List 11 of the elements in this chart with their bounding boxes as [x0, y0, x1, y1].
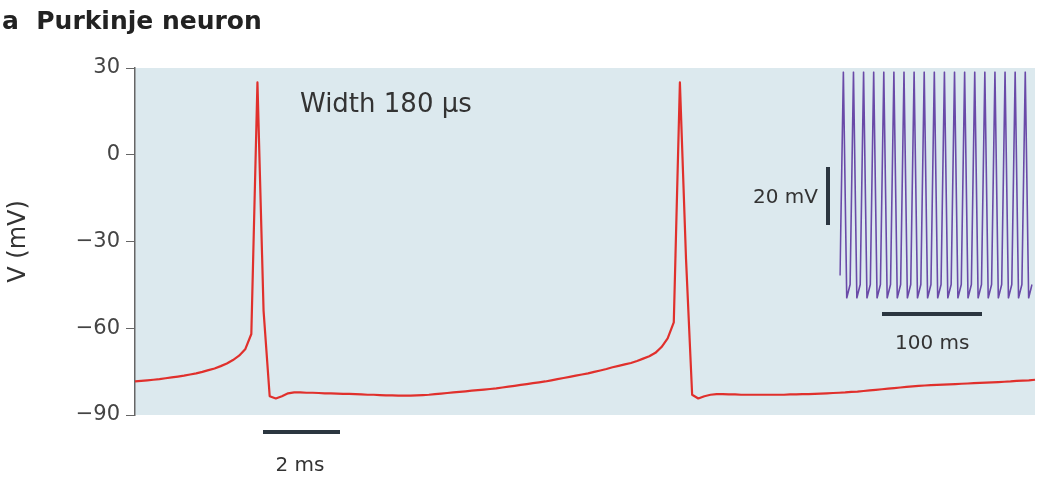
y-tick-label: −30	[75, 227, 120, 252]
annotation: 20 mV	[753, 184, 818, 208]
annotation: Width 180 µs	[300, 88, 472, 118]
annotation: 100 ms	[895, 330, 970, 354]
y-tick-label: −60	[75, 314, 120, 339]
y-tick-label: 30	[93, 54, 120, 79]
y-tick-label: −90	[75, 401, 120, 426]
text: 2 ms	[275, 452, 325, 476]
y-axis-title: V (mV)	[2, 200, 31, 283]
y-tick-label: 0	[106, 141, 120, 166]
chart-title: a Purkinje neuron	[2, 6, 262, 35]
